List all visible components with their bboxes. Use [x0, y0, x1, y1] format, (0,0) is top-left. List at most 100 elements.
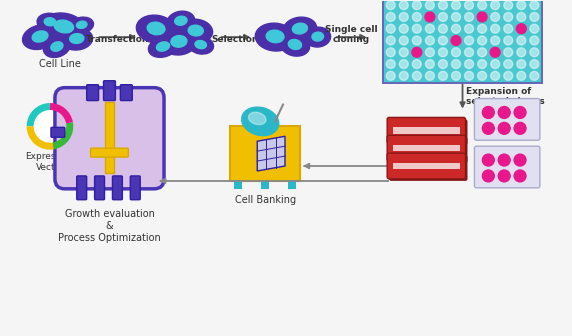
Circle shape	[399, 71, 408, 80]
Circle shape	[530, 1, 539, 10]
FancyBboxPatch shape	[389, 155, 467, 181]
Circle shape	[399, 59, 408, 69]
Circle shape	[386, 24, 395, 33]
Ellipse shape	[280, 34, 309, 56]
Circle shape	[399, 24, 408, 33]
Ellipse shape	[32, 31, 48, 42]
Circle shape	[478, 24, 487, 33]
Ellipse shape	[195, 41, 206, 49]
Circle shape	[491, 59, 500, 69]
Ellipse shape	[305, 27, 331, 47]
Circle shape	[530, 59, 539, 69]
Circle shape	[464, 48, 474, 57]
Circle shape	[439, 71, 447, 80]
Circle shape	[517, 36, 526, 45]
Text: Cell Line: Cell Line	[39, 59, 81, 69]
Circle shape	[514, 170, 526, 182]
Circle shape	[517, 24, 526, 33]
FancyBboxPatch shape	[387, 135, 466, 161]
FancyBboxPatch shape	[87, 85, 98, 100]
Circle shape	[504, 48, 513, 57]
Circle shape	[491, 36, 500, 45]
FancyBboxPatch shape	[387, 117, 466, 143]
Ellipse shape	[37, 13, 63, 31]
Circle shape	[478, 71, 487, 80]
Circle shape	[517, 12, 526, 22]
Circle shape	[514, 107, 526, 118]
Text: Transfection: Transfection	[86, 35, 149, 44]
Circle shape	[451, 24, 460, 33]
Circle shape	[498, 170, 510, 182]
Circle shape	[530, 12, 539, 22]
Circle shape	[498, 107, 510, 118]
Circle shape	[386, 59, 395, 69]
Ellipse shape	[157, 42, 169, 51]
Ellipse shape	[44, 18, 55, 26]
Ellipse shape	[147, 22, 165, 35]
Circle shape	[451, 36, 461, 45]
FancyBboxPatch shape	[90, 148, 128, 157]
Polygon shape	[257, 136, 285, 171]
FancyBboxPatch shape	[389, 137, 467, 163]
FancyBboxPatch shape	[235, 180, 243, 189]
Circle shape	[478, 12, 487, 22]
Circle shape	[491, 48, 500, 57]
Circle shape	[504, 24, 513, 33]
Circle shape	[451, 59, 460, 69]
Text: Selection: Selection	[212, 35, 259, 44]
Circle shape	[451, 36, 460, 45]
Circle shape	[514, 122, 526, 134]
Circle shape	[426, 1, 434, 10]
Circle shape	[399, 12, 408, 22]
Circle shape	[412, 48, 422, 57]
Circle shape	[426, 12, 434, 22]
Ellipse shape	[255, 23, 295, 51]
Circle shape	[451, 1, 460, 10]
Circle shape	[530, 71, 539, 80]
Circle shape	[451, 71, 460, 80]
Circle shape	[504, 59, 513, 69]
FancyBboxPatch shape	[77, 176, 87, 200]
Circle shape	[426, 71, 434, 80]
FancyBboxPatch shape	[261, 180, 269, 189]
FancyBboxPatch shape	[120, 85, 132, 100]
Circle shape	[386, 1, 395, 10]
FancyBboxPatch shape	[94, 176, 105, 200]
Circle shape	[412, 71, 422, 80]
Circle shape	[412, 12, 422, 22]
FancyBboxPatch shape	[393, 145, 459, 152]
Ellipse shape	[283, 17, 317, 41]
Ellipse shape	[136, 15, 176, 43]
Text: Cell Banking: Cell Banking	[235, 195, 296, 205]
Ellipse shape	[171, 36, 187, 47]
Circle shape	[517, 24, 526, 34]
Circle shape	[482, 154, 494, 166]
Ellipse shape	[188, 25, 203, 36]
Circle shape	[399, 48, 408, 57]
Circle shape	[517, 48, 526, 57]
Circle shape	[478, 48, 487, 57]
Ellipse shape	[22, 25, 58, 49]
Circle shape	[498, 154, 510, 166]
Circle shape	[439, 36, 447, 45]
Ellipse shape	[312, 32, 324, 41]
Circle shape	[504, 12, 513, 22]
Circle shape	[517, 59, 526, 69]
Circle shape	[482, 107, 494, 118]
FancyBboxPatch shape	[474, 98, 540, 140]
Circle shape	[426, 24, 434, 33]
Circle shape	[464, 71, 474, 80]
Circle shape	[439, 24, 447, 33]
Circle shape	[464, 36, 474, 45]
Circle shape	[478, 59, 487, 69]
Ellipse shape	[61, 28, 93, 50]
FancyBboxPatch shape	[393, 163, 459, 169]
Circle shape	[412, 1, 422, 10]
Circle shape	[504, 71, 513, 80]
Ellipse shape	[167, 11, 194, 31]
Circle shape	[491, 1, 500, 10]
Circle shape	[498, 122, 510, 134]
Circle shape	[530, 36, 539, 45]
Ellipse shape	[148, 37, 178, 57]
Ellipse shape	[174, 16, 187, 25]
